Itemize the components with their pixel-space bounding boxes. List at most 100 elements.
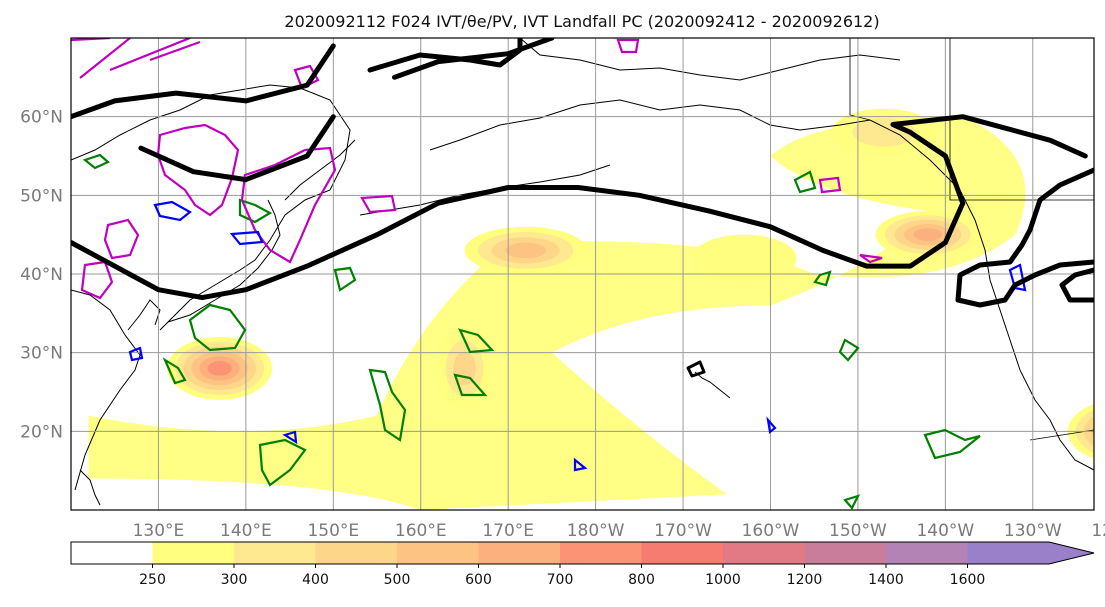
theta-e-contour [258,438,307,487]
theta-e-contour [333,266,357,292]
colorbar-tick-label: 1400 [868,572,904,588]
lon-tick-label: 140°E [220,521,272,541]
pv-magenta-contour [80,260,114,300]
lon-tick-labels: 130°E 140°E 150°E 160°E 170°E 180°W 170°W 160°W… [133,521,1105,541]
theta-e-contour [162,357,187,385]
pv-blue-contour [1008,263,1027,292]
colorbar-tick-label: 1200 [787,572,823,588]
lat-tick-label: 30°N [20,344,63,364]
ivt-blob [831,108,937,156]
colorbar-segment [478,542,561,564]
pv-blue-contour [766,416,777,435]
colorbar-segment [315,542,398,564]
black-contour-extra [1059,267,1094,303]
ivt-level [1100,419,1105,443]
coast-japan [167,199,281,323]
lon-tick-label: 130°E [133,521,185,541]
colorbar-tick-label: 1000 [705,572,741,588]
theta-e-contour [838,338,860,362]
coast-arctic [519,38,901,81]
black-contours [71,38,1094,378]
colorbar: 250 300 400 500 600 700 800 1000 1200 1400 1600 [70,541,1095,588]
ivt-level [207,361,232,376]
colorbar-tick-label: 1600 [950,572,986,588]
pv-magenta-contour [360,194,397,214]
colorbar-segment [234,542,316,564]
colorbar-tick-label: 800 [628,572,655,588]
colorbar-segment [967,542,1050,564]
coast-kurils [284,139,356,201]
ivt-blob [167,336,273,400]
colorbar-outline [70,541,1095,565]
pv-blue-contour [573,457,588,472]
pv-magenta-contour [859,253,883,264]
black-contour [71,43,336,120]
pv-magenta-contour [156,123,240,217]
lat-tick-label: 50°N [20,186,63,206]
lon-tick-label: 180°W [567,521,625,541]
lat-tick-label: 20°N [20,422,63,442]
border-canada-us [949,38,1094,201]
ivt-level [691,234,797,282]
pv-blue-contour [153,200,192,222]
pv-magenta-contour [71,38,201,79]
colorbar-tick-label: 600 [465,572,492,588]
lon-tick-label: 170°W [654,521,712,541]
colorbar-segment [886,542,968,564]
coast-philippines [79,469,101,506]
pv-blue-contour [128,346,144,362]
lon-tick-label: 140°W [916,521,974,541]
lat-tick-labels: 60°N 50°N 40°N 30°N 20°N [20,108,63,443]
pv-blue-contour [229,230,264,246]
colorbar-tick-label: 400 [302,572,329,588]
lat-tick-label: 40°N [20,265,63,285]
black-contour [138,114,336,183]
theta-e-contour [813,270,832,287]
pv-magenta-contour [240,146,337,264]
theta-e-contour [453,373,488,397]
ivt-blob [691,234,797,282]
pv-magenta-contour [293,64,320,90]
black-contour-extra [955,167,1094,308]
theta-e-contour [188,303,247,352]
colorbar-segment [723,542,805,564]
coast-hawaii [694,371,731,399]
theta-e-contour [238,198,273,224]
black-contour-extra [686,360,706,378]
map-frame [70,37,1095,511]
ivt-blob [464,226,587,274]
colorbar-tick-label: 300 [221,572,248,588]
colorbar-segment [152,542,235,564]
theta-e-contour [82,153,111,170]
lon-tick-label: 150°E [307,521,359,541]
pv-contours [71,38,1027,472]
colorbar-segment [397,542,479,564]
colorbar-extend-arrow [1049,542,1094,564]
lon-tick-label: 120°W [1091,521,1105,541]
colorbar-segment [641,542,724,564]
lon-tick-label: 150°W [829,521,887,541]
border-alaska [849,38,871,121]
theta-e-contour [458,328,495,354]
colorbar-tick-label: 700 [547,572,574,588]
colorbar-tick-label: 500 [384,572,411,588]
black-contour [392,38,555,80]
pv-magenta-contour [103,218,140,260]
ivt-level [505,242,547,259]
theta-e-contour [793,170,817,194]
colorbar-tick-label: 250 [139,572,166,588]
ivt-band [88,116,1026,510]
lat-tick-label: 60°N [20,108,63,128]
coast-china [71,289,141,491]
pv-magenta-contour [616,38,640,54]
black-contour [71,114,1088,301]
theta-e-contour [368,368,407,442]
ivt-blob [875,211,981,259]
theta-e-contour [923,428,981,460]
theta-e-contour [843,494,861,510]
lon-tick-label: 170°E [482,521,534,541]
pv-magenta-contour [818,176,842,194]
colorbar-segment [560,542,642,564]
